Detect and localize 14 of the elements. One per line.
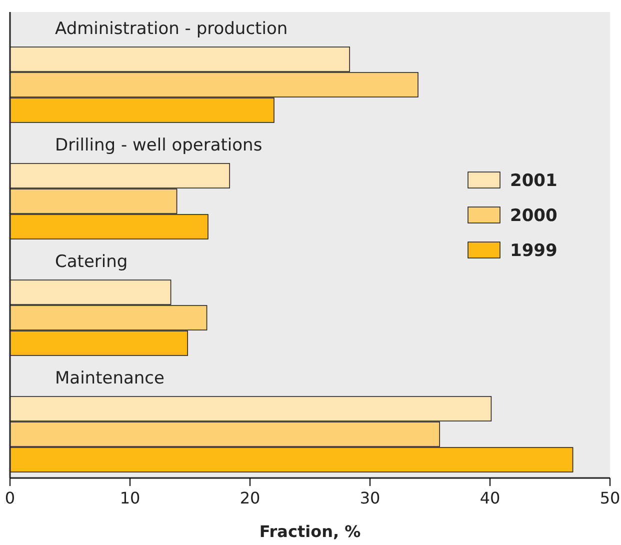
x-tick-label: 20 [240,488,260,508]
legend-label: 2001 [510,171,558,191]
y-tick-label: Drilling - well operations [55,136,262,156]
x-tick-label: 50 [600,488,620,508]
y-tick-label: Maintenance [55,368,164,388]
y-tick-label: Catering [55,252,128,272]
x-tick-label: 30 [360,488,380,508]
x-tick-label: 0 [4,488,16,508]
x-tick-label: 40 [480,488,500,508]
x-axis-title: Fraction, % [259,522,361,541]
x-tick-label: 10 [120,488,140,508]
legend-label: 1999 [510,241,558,261]
y-tick-label: Administration - production [55,19,288,39]
legend-label: 2000 [510,206,558,226]
